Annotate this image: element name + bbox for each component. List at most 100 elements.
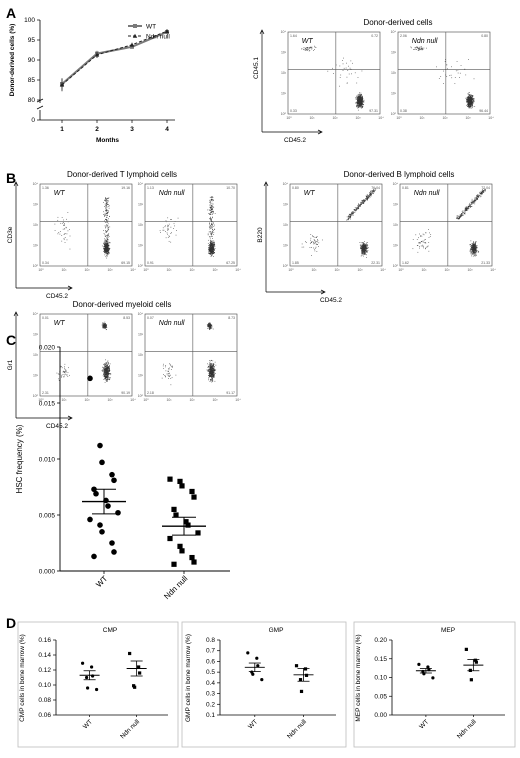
event xyxy=(102,375,104,377)
event xyxy=(65,373,66,375)
event xyxy=(470,102,472,103)
event xyxy=(54,230,56,231)
group-title: Donor-derived cells xyxy=(364,18,433,27)
event xyxy=(361,199,363,201)
event xyxy=(106,324,108,326)
event xyxy=(107,251,109,252)
event xyxy=(211,380,213,382)
event xyxy=(106,246,107,248)
event xyxy=(168,225,169,226)
event xyxy=(105,368,107,370)
event xyxy=(213,370,215,372)
event xyxy=(208,323,210,325)
y-tick-label: 80 xyxy=(28,97,36,104)
event xyxy=(209,199,211,201)
group-title: Donor-derived B lymphoid cells xyxy=(344,170,455,179)
x-decade-label: 10⁰ xyxy=(38,398,44,402)
event xyxy=(361,247,363,249)
event xyxy=(443,70,444,72)
event xyxy=(164,226,166,228)
event xyxy=(348,218,350,219)
event xyxy=(104,246,106,248)
event xyxy=(214,252,215,253)
event xyxy=(209,246,211,248)
event xyxy=(365,249,367,251)
event xyxy=(212,370,214,371)
event xyxy=(350,213,351,215)
event xyxy=(211,376,213,378)
event xyxy=(102,366,103,368)
event xyxy=(69,374,70,376)
event xyxy=(445,59,446,60)
event xyxy=(360,247,362,249)
event xyxy=(363,248,364,250)
event xyxy=(467,103,469,104)
event xyxy=(106,201,108,203)
event xyxy=(107,212,109,214)
event xyxy=(359,204,360,206)
event xyxy=(105,365,107,367)
event xyxy=(479,191,481,193)
event xyxy=(209,376,211,377)
event xyxy=(211,198,213,200)
event xyxy=(361,244,363,246)
event xyxy=(107,202,108,204)
event xyxy=(58,378,60,380)
event xyxy=(107,198,108,199)
event xyxy=(363,244,365,246)
event xyxy=(425,241,426,243)
event xyxy=(108,373,110,375)
event xyxy=(209,362,211,364)
event xyxy=(214,250,215,251)
event xyxy=(209,371,211,373)
event xyxy=(105,373,107,374)
event xyxy=(209,245,210,246)
event-dots xyxy=(161,322,217,386)
event xyxy=(371,195,372,197)
quadrant-value-lr: 96.44 xyxy=(479,109,488,113)
event xyxy=(305,49,307,51)
event xyxy=(109,241,110,243)
event xyxy=(420,241,422,242)
event xyxy=(473,252,474,253)
event xyxy=(105,327,107,328)
event xyxy=(363,250,365,252)
event xyxy=(106,247,107,249)
data-point xyxy=(94,52,100,57)
event xyxy=(209,231,211,233)
event xyxy=(350,218,352,220)
event xyxy=(467,104,469,106)
event xyxy=(108,369,110,371)
event xyxy=(105,240,107,242)
event xyxy=(354,210,356,211)
event xyxy=(108,373,110,374)
event xyxy=(361,70,363,72)
event xyxy=(366,195,368,197)
event xyxy=(463,211,465,213)
event xyxy=(213,231,215,233)
plot-frame xyxy=(397,31,491,115)
x-decade-label: 10² xyxy=(334,268,340,272)
event xyxy=(362,253,363,255)
event xyxy=(107,368,108,370)
event xyxy=(462,215,464,216)
event xyxy=(104,214,106,216)
event xyxy=(450,74,452,76)
event xyxy=(211,207,213,209)
event xyxy=(208,378,210,380)
event xyxy=(69,248,71,250)
event xyxy=(104,324,106,325)
event xyxy=(459,216,460,217)
event xyxy=(462,212,464,214)
event xyxy=(101,370,103,372)
event xyxy=(104,363,106,365)
event xyxy=(339,77,341,78)
event xyxy=(364,250,366,252)
event xyxy=(468,106,469,107)
event xyxy=(362,200,363,201)
event xyxy=(104,251,106,252)
event xyxy=(211,368,213,370)
event xyxy=(106,205,107,207)
